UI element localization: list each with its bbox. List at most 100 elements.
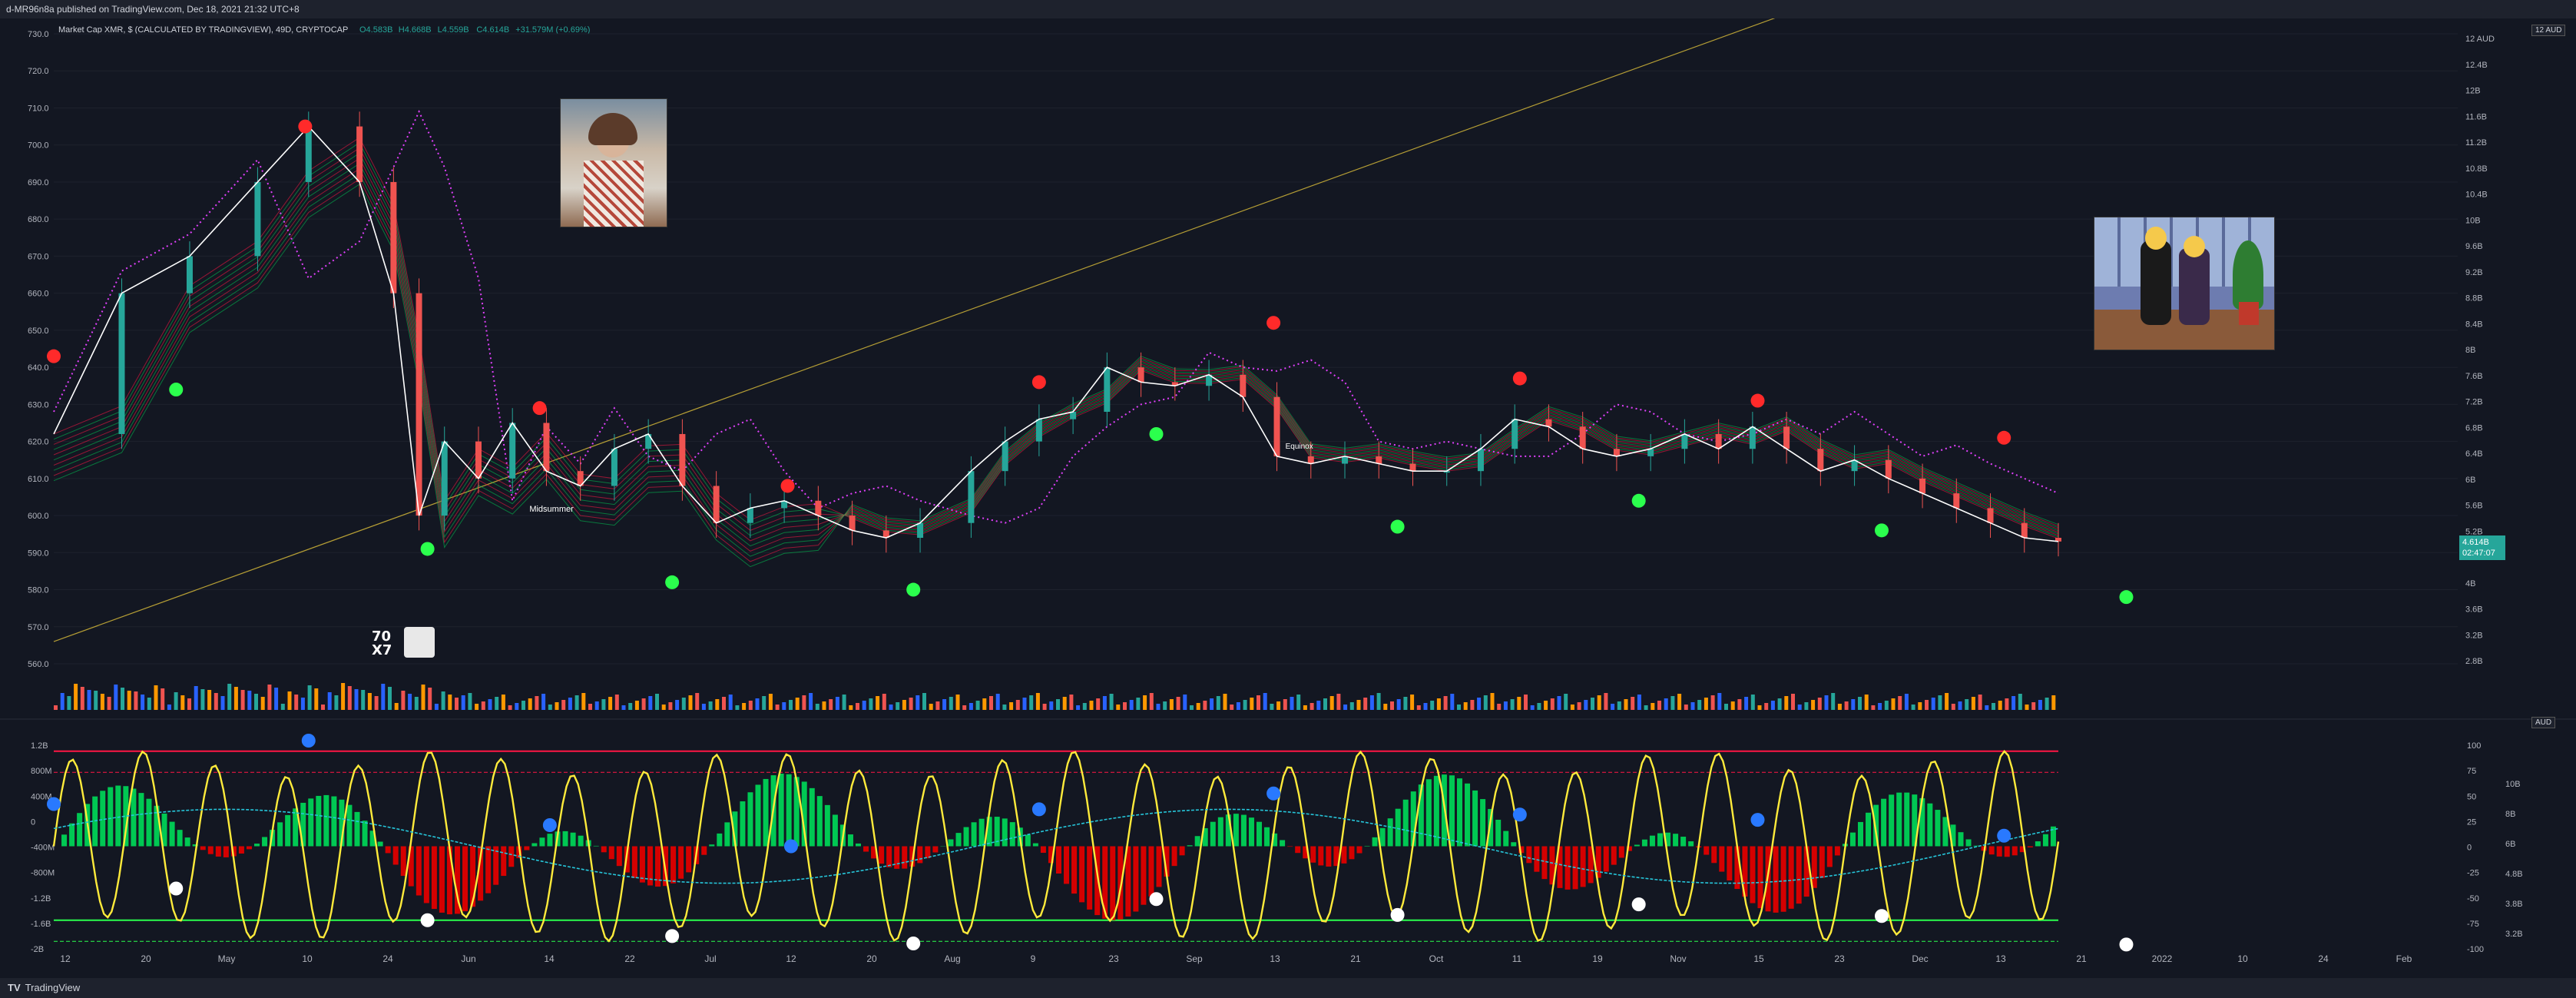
x-tick: 23 [1834, 953, 1845, 964]
x-tick: 11 [1512, 953, 1522, 964]
histogram-bar [1526, 846, 1532, 864]
osc-blue-dot [783, 839, 798, 854]
x-tick: Oct [1429, 953, 1444, 964]
histogram-bar [1541, 846, 1548, 880]
volume-bar [795, 698, 800, 710]
osc-blue-dot [1031, 802, 1046, 817]
histogram-bar [408, 846, 414, 887]
histogram-bar [1387, 818, 1393, 847]
volume-bar [715, 699, 720, 710]
osc-tick-left: -400M [31, 844, 55, 853]
osc-tick-right2: 6B [2505, 840, 2515, 849]
volume-bar [1858, 697, 1862, 710]
histogram-bar [1117, 846, 1124, 920]
histogram-bar [300, 802, 306, 847]
candle-body [1783, 426, 1790, 449]
x-tick: Aug [944, 953, 960, 964]
x-tick: 19 [1592, 953, 1603, 964]
volume-bar [628, 703, 633, 710]
volume-bar [367, 693, 372, 710]
y-tick-right: 9.6B [2465, 242, 2483, 251]
volume-bar [127, 691, 131, 710]
osc-tick-right: 50 [2467, 792, 2476, 801]
histogram-bar [778, 773, 784, 847]
osc-tick-right: 25 [2467, 817, 2476, 827]
x-tick: 20 [141, 953, 151, 964]
volume-bar [1149, 693, 1154, 710]
volume-bar [448, 695, 452, 710]
volume-bar [414, 697, 419, 710]
volume-bar [1577, 702, 1581, 710]
histogram-bar [1418, 784, 1424, 847]
histogram-bar [1889, 794, 1895, 847]
osc-tick-right: -50 [2467, 894, 2479, 904]
candle-body [1002, 441, 1008, 472]
volume-bar [1009, 702, 1014, 710]
volume-bar [802, 695, 806, 710]
osc-tick-left: -1.2B [31, 894, 51, 904]
osc-blue-dot [47, 797, 61, 811]
histogram-bar [316, 795, 322, 847]
volume-bar [1196, 703, 1200, 710]
ribbon-line-3 [53, 152, 2059, 536]
candle-body [1681, 433, 1688, 449]
histogram-bar [1333, 846, 1339, 867]
volume-bar [1918, 702, 1922, 710]
candle-body [849, 516, 856, 531]
currency-chip[interactable]: 12 AUD [2531, 25, 2566, 36]
volume-bar [267, 685, 272, 710]
candle-body [118, 293, 125, 434]
volume-bar [1898, 696, 1902, 710]
osc-white-dot [1874, 909, 1889, 923]
volume-bar [1985, 705, 1989, 710]
histogram-bar [816, 796, 823, 847]
buy-signal-dot [1149, 426, 1164, 441]
volume-bar [468, 693, 472, 710]
volume-bar [1637, 695, 1641, 710]
histogram-bar [1688, 841, 1694, 847]
histogram-bar [262, 837, 268, 847]
volume-bar [1270, 704, 1274, 710]
volume-bar [1844, 701, 1849, 710]
volume-bar [1096, 698, 1101, 710]
volume-bar [1710, 695, 1715, 710]
volume-bar [1049, 701, 1054, 710]
histogram-bar [1757, 846, 1763, 909]
x-tick: 20 [866, 953, 877, 964]
volume-bar [1136, 698, 1141, 710]
volume-bar [394, 703, 399, 710]
volume-bar [869, 698, 873, 710]
volume-bar [1750, 695, 1755, 710]
histogram-bar [1588, 846, 1594, 884]
histogram-bar [1079, 846, 1085, 903]
volume-bar [1958, 701, 1962, 710]
histogram-bar [1704, 846, 1710, 855]
histogram-bar [562, 831, 568, 847]
histogram-bar [909, 846, 916, 867]
histogram-bar [639, 846, 645, 883]
price-chart[interactable]: Market Cap XMR, $ (CALCULATED BY TRADING… [0, 18, 2576, 979]
osc-currency-chip[interactable]: AUD [2531, 717, 2556, 728]
histogram-bar [230, 846, 237, 857]
buy-signal-dot [1390, 519, 1405, 534]
volume-bar [574, 695, 579, 710]
y-tick-left: 630.0 [28, 400, 49, 409]
volume-bar [1069, 695, 1074, 710]
histogram-bar [601, 846, 607, 853]
histogram-bar [1803, 846, 1809, 897]
histogram-bar [1125, 846, 1131, 917]
volume-bar [1764, 703, 1769, 710]
volume-bar [80, 687, 84, 710]
volume-bar [1310, 703, 1314, 710]
histogram-bar [1734, 846, 1740, 890]
volume-bar [1617, 701, 1621, 710]
volume-bar [174, 692, 178, 710]
volume-bar [1076, 705, 1081, 710]
legend-open: O4.583B [359, 25, 392, 35]
volume-bar [722, 697, 726, 710]
volume-bar [1376, 693, 1381, 710]
volume-bar [581, 693, 586, 710]
volume-bar [1817, 698, 1822, 710]
volume-bar [641, 698, 646, 710]
publisher-bar: d-MR96n8a published on TradingView.com, … [0, 0, 2576, 18]
